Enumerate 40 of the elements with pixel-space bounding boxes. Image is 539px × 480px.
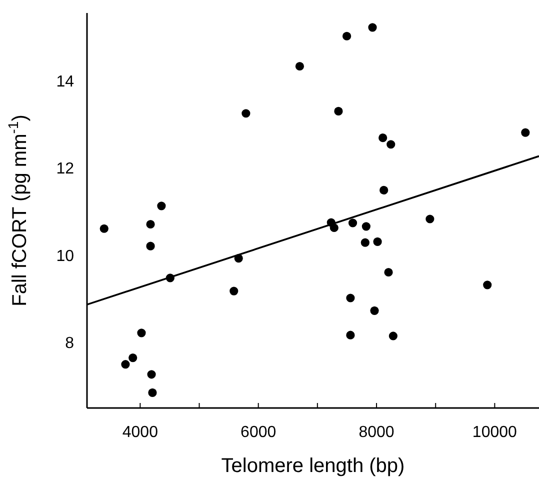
y-tick-label: 12	[56, 160, 74, 178]
x-axis-title: Telomere length (bp)	[221, 455, 405, 477]
point	[380, 186, 388, 195]
point	[386, 140, 396, 149]
x-tick-label: 10000	[472, 424, 518, 441]
point	[378, 134, 388, 142]
point	[342, 32, 352, 40]
point	[330, 223, 338, 232]
point	[128, 354, 138, 362]
point	[346, 330, 355, 340]
point	[388, 332, 398, 340]
point	[373, 237, 382, 246]
point	[148, 388, 157, 398]
point	[370, 306, 379, 315]
point	[483, 280, 492, 290]
point	[295, 62, 304, 71]
y-tick-label: 14	[56, 73, 74, 90]
point	[146, 220, 155, 229]
point	[426, 214, 434, 224]
y-tick-label: 10	[56, 248, 74, 265]
point	[334, 106, 343, 116]
point	[147, 370, 156, 379]
point	[146, 242, 155, 250]
point	[121, 360, 130, 369]
x-tick-label: 6000	[240, 424, 276, 441]
point	[521, 128, 530, 137]
point	[157, 202, 166, 210]
point	[360, 238, 370, 247]
y-tick-label: 8	[65, 335, 74, 352]
point	[362, 222, 370, 231]
point	[346, 294, 355, 302]
point	[137, 328, 146, 338]
point	[384, 268, 393, 277]
point	[368, 23, 377, 32]
x-tick-label: 8000	[358, 424, 394, 441]
x-tick-label: 4000	[122, 424, 158, 441]
point	[230, 286, 238, 296]
point	[100, 224, 108, 233]
point	[242, 109, 250, 118]
point	[348, 218, 358, 228]
